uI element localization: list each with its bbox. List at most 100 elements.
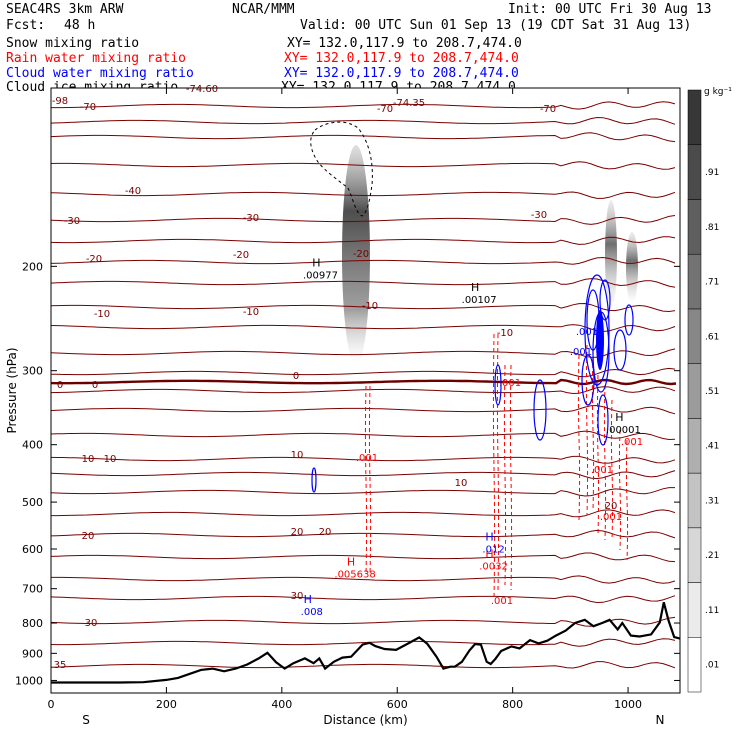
isotherm-line [51, 455, 676, 464]
isotherm-label: 0 [57, 380, 63, 391]
rain-contour [364, 385, 368, 576]
isotherm-label: 10 [455, 478, 468, 489]
rain-label: .001 [491, 596, 513, 607]
isotherm-label: 30 [85, 618, 98, 629]
isotherm-label: -98 [52, 96, 68, 107]
colorbar-band [687, 527, 702, 583]
rain-label: .001 [621, 437, 643, 448]
y-tick-label: 600 [22, 543, 43, 556]
maximum-marker: H [485, 547, 493, 560]
x-axis-title: Distance (km) [323, 713, 407, 727]
colorbar-label: .11 [705, 606, 719, 616]
isotherm-label: -74.35 [393, 98, 425, 109]
maximum-marker: H [347, 556, 355, 569]
cloud-water-core [596, 310, 604, 370]
isotherm-line [51, 236, 676, 245]
isotherm-line [51, 552, 676, 563]
isotherm-line [51, 487, 675, 497]
isotherm-line [51, 302, 676, 313]
cloud-water-contour [581, 354, 595, 406]
field-cloudwater-xy: XY= 132.0,117.9 to 208.7,474.0 [284, 66, 519, 81]
isotherm-line [51, 430, 676, 441]
isotherm-label: -74.60 [186, 84, 218, 95]
maximum-value: .0032 [479, 561, 508, 572]
colorbar-unit: g kg⁻¹ [704, 87, 732, 97]
y-axis-title: Pressure (hPa) [5, 347, 19, 433]
isotherm-label: -10 [497, 328, 513, 339]
maximum-value: .012 [482, 544, 504, 555]
maximum-marker: H [471, 281, 479, 294]
maximum-marker: H [312, 256, 320, 269]
isotherm-line [51, 116, 676, 125]
forecast-hour: 48 h [64, 18, 96, 33]
field-cloudwater-name: Cloud water mixing ratio [6, 66, 194, 81]
isotherm-line [51, 638, 676, 647]
isotherm-label: -10 [362, 301, 378, 312]
isotherm-label: -30 [64, 216, 80, 227]
y-tick-label: 800 [22, 617, 43, 630]
y-tick-label: 700 [22, 583, 43, 596]
isotherm-label: -20 [353, 249, 369, 260]
cloud-water-contour [613, 329, 627, 371]
x-tick-label: 200 [156, 698, 177, 711]
isotherm-line [51, 529, 676, 539]
x-tick-label: 1000 [614, 698, 642, 711]
isotherm-line [51, 404, 676, 415]
colorbar-label: .21 [705, 551, 719, 561]
y-tick-label: 900 [22, 647, 43, 660]
colorbar-label: .51 [705, 387, 719, 397]
cloud-water-contour [311, 467, 317, 493]
isotherm-label: 0 [293, 371, 299, 382]
rain-contour [368, 385, 372, 576]
isotherm-line [51, 101, 676, 110]
isotherm-line [51, 616, 676, 627]
isotherm-line [51, 161, 676, 170]
isotherm-label: 10 [291, 450, 304, 461]
isotherm-label: 0 [92, 380, 98, 391]
snow-plume-east-1 [605, 200, 617, 310]
maximum-value: .005638 [334, 570, 375, 581]
freezing-level-line [51, 378, 677, 386]
cloud-water-contour [533, 379, 547, 441]
rain-contour [610, 399, 614, 541]
org-label: NCAR/MMM [232, 2, 295, 17]
colorbar-band [687, 144, 702, 200]
colorbar-label: .01 [705, 661, 719, 671]
isotherm-label: -40 [125, 186, 141, 197]
colorbar-band [687, 308, 702, 364]
isotherm-line [51, 215, 676, 225]
colorbar-label: .91 [705, 168, 719, 178]
isotherm-line [51, 367, 676, 378]
y-tick-label: 400 [22, 439, 43, 452]
rain-contour [503, 364, 507, 586]
isotherm-label: 20 [82, 531, 95, 542]
isotherm-line [51, 191, 676, 199]
rain-contour [591, 349, 595, 511]
field-snow-name: Snow mixing ratio [6, 36, 140, 51]
isotherm-label: 35 [54, 660, 67, 671]
maximum-value: .008 [301, 607, 323, 618]
snow-plume-east-2 [626, 232, 638, 304]
colorbar-band [687, 582, 702, 638]
cloud-water-label: .001 [576, 327, 598, 338]
colorbar-band [687, 418, 702, 474]
x-tick-label: 0 [48, 698, 55, 711]
snow-plume-main [342, 145, 370, 365]
isotherm-label: 20 [291, 527, 304, 538]
isotherm-label: 20 [605, 501, 618, 512]
terrain-line [51, 602, 681, 684]
init-time: Init: 00 UTC Fri 30 Aug 13 [508, 2, 712, 17]
south-label: S [82, 713, 90, 727]
y-tick-label: 300 [22, 365, 43, 378]
isotherm-label: -20 [86, 254, 102, 265]
cloud-ice-contour [310, 121, 373, 217]
rain-contour [496, 333, 500, 591]
colorbar-label: .31 [705, 496, 719, 506]
maximum-marker: H [615, 411, 623, 424]
rain-contour [618, 429, 622, 551]
y-tick-label: 1000 [15, 674, 43, 687]
colorbar-band [687, 89, 702, 145]
cloud-water-contour [494, 364, 502, 406]
snow-shading [342, 145, 638, 365]
rain-label: .001 [356, 453, 378, 464]
